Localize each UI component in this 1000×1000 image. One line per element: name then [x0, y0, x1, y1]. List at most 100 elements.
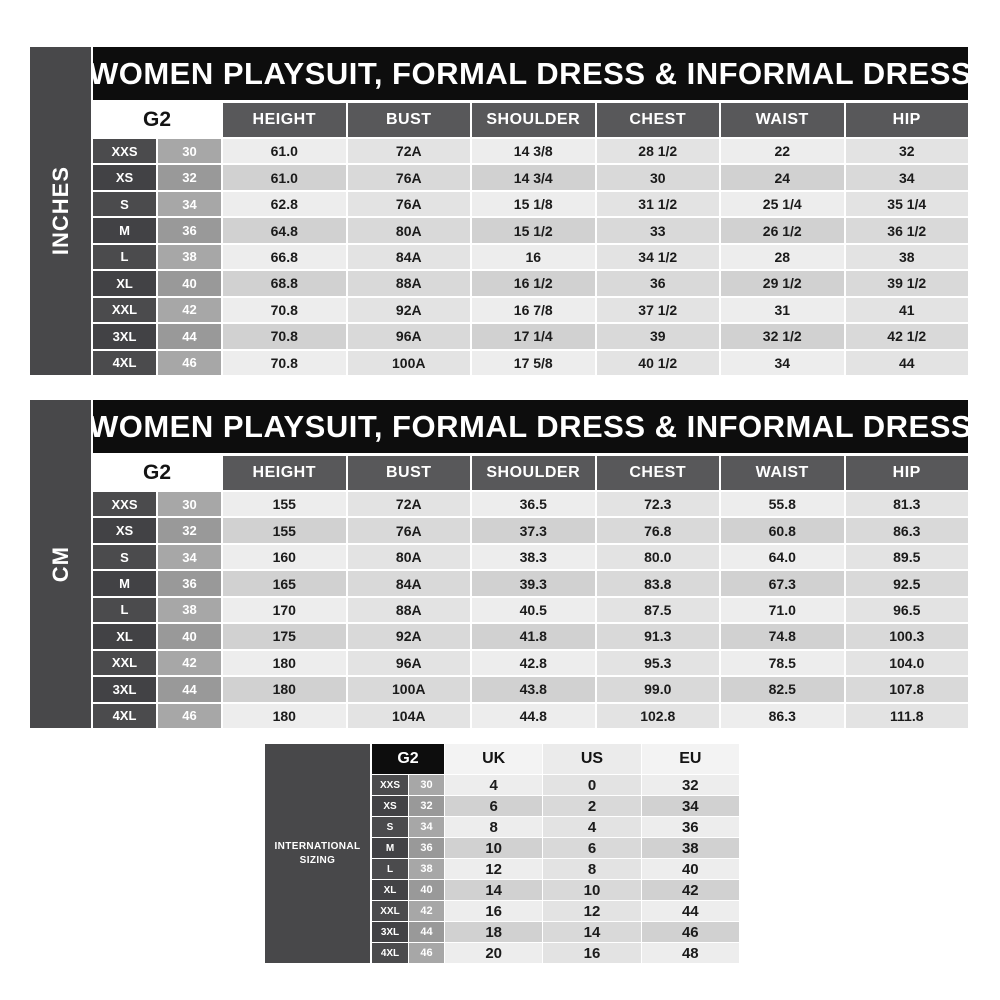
value-cell: 64.0: [721, 544, 844, 570]
size-row: S 34 62.8 76A 15 1/8 31 1/2 25 1/4 35 1/4: [93, 191, 968, 217]
column-header: WAIST: [721, 456, 844, 490]
value-cell: 6: [543, 838, 641, 858]
value-cell: 33: [596, 218, 719, 243]
value-cell: 155: [223, 492, 346, 517]
unit-band-inches: INCHES: [30, 47, 91, 375]
value-cell: 180: [223, 677, 346, 702]
value-cell: 41: [845, 297, 968, 323]
value-cell: 160: [223, 544, 346, 570]
size-label-cell: M: [372, 838, 408, 858]
size-row: XL 40 175 92A 41.8 91.3 74.8 100.3: [93, 624, 968, 649]
value-cell: 100A: [347, 350, 470, 375]
size-row: XXS 30 4 0 32: [372, 775, 739, 795]
size-row: 3XL 44 180 100A 43.8 99.0 82.5 107.8: [93, 677, 968, 702]
column-header: EU: [641, 744, 739, 774]
column-header: WAIST: [721, 103, 844, 137]
value-cell: 76A: [347, 165, 470, 190]
value-cell: 175: [223, 624, 346, 649]
size-label-cell: XL: [372, 880, 408, 900]
value-cell: 8: [445, 817, 543, 837]
unit-label-inches: INCHES: [47, 166, 73, 256]
column-header: BUST: [347, 456, 470, 490]
value-cell: 89.5: [845, 544, 968, 570]
size-row: L 38 66.8 84A 16 34 1/2 28 38: [93, 244, 968, 270]
g2-size-cell: 36: [409, 838, 444, 858]
value-cell: 100A: [347, 677, 470, 702]
size-label-cell: 4XL: [372, 943, 408, 963]
column-headers-international: UK US EU: [445, 744, 739, 774]
value-cell: 36.5: [472, 492, 595, 517]
header-row-cm: G2 HEIGHT BUST SHOULDER CHEST WAIST HIP: [93, 456, 968, 490]
value-cell: 92A: [347, 624, 470, 649]
value-cell: 55.8: [721, 492, 844, 517]
size-label-cell: XS: [93, 165, 156, 190]
value-cell: 72A: [347, 139, 470, 164]
unit-band-cm: CM: [30, 400, 91, 728]
value-cell: 60.8: [721, 518, 844, 543]
value-cell: 80.0: [596, 544, 719, 570]
size-label-cell: XL: [93, 624, 156, 649]
value-cell: 68.8: [223, 271, 346, 296]
value-cell: 34 1/2: [596, 244, 719, 270]
value-cell: 25 1/4: [721, 191, 844, 217]
value-cell: 28 1/2: [596, 139, 719, 164]
value-cell: 86.3: [721, 703, 844, 728]
g2-size-cell: 40: [409, 880, 444, 900]
value-cell: 72.3: [596, 492, 719, 517]
g2-size-cell: 42: [158, 650, 221, 676]
g2-size-cell: 36: [158, 218, 221, 243]
size-label-cell: XL: [93, 271, 156, 296]
size-label-cell: M: [93, 218, 156, 243]
g2-size-cell: 38: [158, 244, 221, 270]
g2-corner-label: G2: [93, 456, 221, 490]
size-row: L 38 12 8 40: [372, 859, 739, 879]
value-cell: 32: [845, 139, 968, 164]
size-row: XXL 42 180 96A 42.8 95.3 78.5 104.0: [93, 650, 968, 676]
size-label-cell: 4XL: [93, 703, 156, 728]
value-cell: 91.3: [596, 624, 719, 649]
size-label-cell: 3XL: [372, 922, 408, 942]
column-headers-inches: HEIGHT BUST SHOULDER CHEST WAIST HIP: [223, 103, 968, 137]
value-cell: 14: [445, 880, 543, 900]
value-cell: 66.8: [223, 244, 346, 270]
value-cell: 67.3: [721, 571, 844, 596]
size-label-cell: XXL: [93, 650, 156, 676]
size-row: XXS 30 61.0 72A 14 3/8 28 1/2 22 32: [93, 139, 968, 164]
value-cell: 180: [223, 650, 346, 676]
size-label-cell: XXS: [372, 775, 408, 795]
value-cell: 83.8: [596, 571, 719, 596]
value-cell: 36: [596, 271, 719, 296]
size-rows-inches: XXS 30 61.0 72A 14 3/8 28 1/2 22 32 XS 32 61.0 76A 1…: [93, 139, 968, 375]
international-sizing-block: INTERNATIONAL SIZING: [265, 744, 370, 963]
value-cell: 16: [445, 901, 543, 921]
value-cell: 36 1/2: [845, 218, 968, 243]
value-cell: 14 3/4: [472, 165, 595, 190]
chart-title-cm: WOMEN PLAYSUIT, FORMAL DRESS & INFORMAL …: [93, 400, 968, 453]
value-cell: 61.0: [223, 165, 346, 190]
column-header: BUST: [347, 103, 470, 137]
value-cell: 76A: [347, 518, 470, 543]
g2-size-cell: 44: [409, 922, 444, 942]
value-cell: 42 1/2: [845, 324, 968, 349]
column-headers-cm: HEIGHT BUST SHOULDER CHEST WAIST HIP: [223, 456, 968, 490]
value-cell: 46: [641, 922, 739, 942]
size-row: 3XL 44 18 14 46: [372, 922, 739, 942]
value-cell: 40.5: [472, 597, 595, 623]
value-cell: 82.5: [721, 677, 844, 702]
size-label-cell: XS: [93, 518, 156, 543]
value-cell: 64.8: [223, 218, 346, 243]
column-header: HEIGHT: [223, 103, 346, 137]
g2-size-cell: 46: [158, 703, 221, 728]
g2-corner-label: G2: [372, 744, 444, 774]
size-label-cell: 4XL: [93, 350, 156, 375]
value-cell: 40 1/2: [596, 350, 719, 375]
value-cell: 37.3: [472, 518, 595, 543]
value-cell: 10: [543, 880, 641, 900]
value-cell: 20: [445, 943, 543, 963]
value-cell: 76.8: [596, 518, 719, 543]
size-row: L 38 170 88A 40.5 87.5 71.0 96.5: [93, 597, 968, 623]
value-cell: 0: [543, 775, 641, 795]
value-cell: 38: [641, 838, 739, 858]
size-row: XS 32 6 2 34: [372, 796, 739, 816]
